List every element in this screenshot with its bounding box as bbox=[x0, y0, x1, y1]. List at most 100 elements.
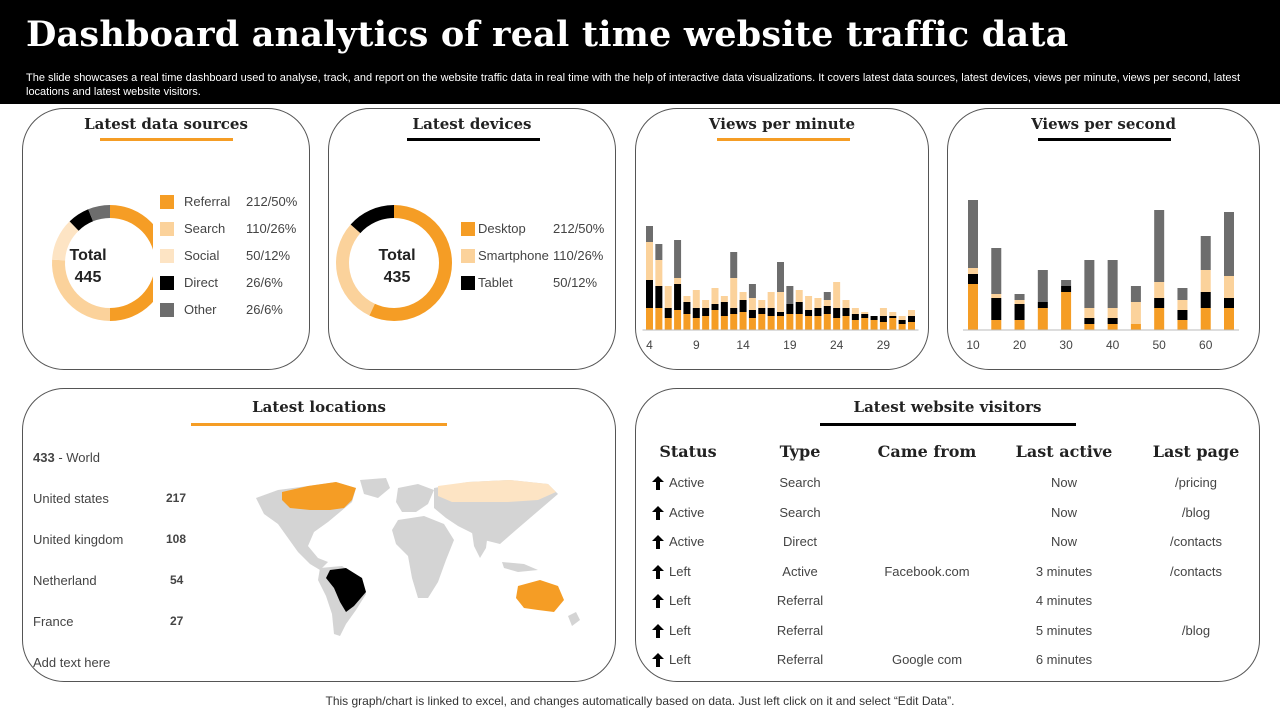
bar-segment-orange-15[interactable] bbox=[748, 318, 756, 330]
bar-segment-orange-18[interactable] bbox=[777, 316, 784, 330]
devices-donut-chart[interactable]: Total 435 bbox=[332, 198, 462, 328]
map-indonesia[interactable] bbox=[502, 562, 538, 572]
bar-segment-gray-7[interactable] bbox=[674, 240, 682, 278]
bar-segment-black-15[interactable] bbox=[991, 298, 1002, 320]
bar-segment-peach-13[interactable] bbox=[730, 278, 738, 308]
bar-segment-gray-4[interactable] bbox=[646, 226, 653, 242]
bar-segment-orange-31[interactable] bbox=[898, 324, 906, 330]
bar-segment-black-19[interactable] bbox=[786, 304, 794, 314]
bar-segment-black-65[interactable] bbox=[1224, 298, 1234, 308]
bar-segment-orange-50[interactable] bbox=[1154, 308, 1165, 330]
bar-segment-gray-65[interactable] bbox=[1224, 212, 1234, 276]
bar-segment-orange-32[interactable] bbox=[908, 322, 915, 330]
bar-segment-black-40[interactable] bbox=[1107, 318, 1118, 324]
bar-segment-black-5[interactable] bbox=[655, 286, 663, 308]
bar-segment-black-25[interactable] bbox=[842, 308, 850, 316]
bar-segment-orange-5[interactable] bbox=[655, 308, 663, 330]
bar-segment-peach-65[interactable] bbox=[1224, 276, 1234, 298]
bar-segment-orange-14[interactable] bbox=[739, 312, 747, 330]
bar-segment-peach-31[interactable] bbox=[898, 316, 906, 320]
map-brazil[interactable] bbox=[326, 568, 366, 612]
bar-segment-orange-9[interactable] bbox=[692, 318, 700, 330]
bar-segment-gray-15[interactable] bbox=[748, 284, 756, 298]
bar-segment-black-30[interactable] bbox=[889, 316, 897, 318]
map-europe[interactable] bbox=[396, 484, 434, 512]
bar-segment-peach-11[interactable] bbox=[711, 288, 719, 304]
bar-segment-peach-30[interactable] bbox=[889, 312, 897, 316]
bar-segment-black-10[interactable] bbox=[702, 308, 710, 316]
bar-segment-black-24[interactable] bbox=[833, 308, 841, 318]
bar-segment-peach-5[interactable] bbox=[655, 260, 663, 286]
map-canada[interactable] bbox=[282, 482, 356, 510]
bar-segment-orange-65[interactable] bbox=[1224, 308, 1234, 330]
bar-segment-orange-25[interactable] bbox=[1037, 308, 1048, 330]
bar-segment-orange-8[interactable] bbox=[683, 314, 691, 330]
map-australia[interactable] bbox=[516, 580, 564, 612]
bar-segment-black-14[interactable] bbox=[739, 300, 747, 312]
bar-segment-gray-20[interactable] bbox=[1014, 294, 1025, 300]
bar-segment-black-31[interactable] bbox=[898, 320, 906, 324]
bar-segment-orange-45[interactable] bbox=[1130, 324, 1141, 330]
bar-segment-gray-50[interactable] bbox=[1154, 210, 1165, 282]
bar-segment-black-16[interactable] bbox=[758, 308, 766, 314]
bar-segment-gray-25[interactable] bbox=[1037, 270, 1048, 302]
bar-segment-black-13[interactable] bbox=[730, 308, 738, 314]
bar-segment-orange-60[interactable] bbox=[1200, 308, 1211, 330]
bar-segment-black-50[interactable] bbox=[1154, 298, 1165, 308]
donut-slice-other[interactable] bbox=[88, 205, 110, 222]
bar-segment-peach-15[interactable] bbox=[748, 298, 756, 310]
bar-segment-peach-60[interactable] bbox=[1200, 270, 1211, 292]
donut-slice-smartphone[interactable] bbox=[336, 224, 375, 316]
bar-segment-peach-10[interactable] bbox=[968, 268, 978, 274]
bar-segment-peach-50[interactable] bbox=[1154, 282, 1165, 298]
bar-segment-black-11[interactable] bbox=[711, 304, 719, 310]
bar-segment-orange-16[interactable] bbox=[758, 314, 766, 330]
bar-segment-gray-10[interactable] bbox=[968, 200, 978, 268]
bar-segment-peach-23[interactable] bbox=[823, 300, 831, 306]
map-new-zealand[interactable] bbox=[568, 612, 580, 626]
bar-segment-peach-10[interactable] bbox=[702, 300, 710, 308]
bar-segment-orange-26[interactable] bbox=[851, 320, 859, 330]
bar-segment-peach-20[interactable] bbox=[1014, 300, 1025, 304]
bar-segment-black-22[interactable] bbox=[814, 308, 822, 316]
bar-segment-peach-20[interactable] bbox=[795, 290, 803, 302]
bar-segment-black-8[interactable] bbox=[683, 302, 691, 314]
bar-segment-black-28[interactable] bbox=[870, 316, 878, 320]
donut-slice-tablet[interactable] bbox=[350, 205, 394, 234]
bar-segment-orange-24[interactable] bbox=[833, 318, 841, 330]
map-russia[interactable] bbox=[438, 480, 556, 502]
bar-segment-gray-19[interactable] bbox=[786, 286, 794, 304]
visitor-cell-page[interactable]: /blog bbox=[1181, 622, 1211, 638]
bar-segment-peach-9[interactable] bbox=[692, 290, 700, 308]
bar-segment-peach-32[interactable] bbox=[908, 310, 915, 316]
bar-segment-peach-15[interactable] bbox=[991, 294, 1002, 298]
bar-segment-gray-35[interactable] bbox=[1084, 260, 1095, 308]
bar-segment-peach-16[interactable] bbox=[758, 300, 766, 308]
second-bar-chart[interactable]: 10 20 30 40 50 60 bbox=[947, 160, 1260, 360]
bar-segment-black-20[interactable] bbox=[1014, 304, 1025, 320]
bar-segment-gray-13[interactable] bbox=[730, 252, 738, 278]
bar-segment-orange-23[interactable] bbox=[823, 314, 831, 330]
bar-segment-orange-28[interactable] bbox=[870, 320, 878, 330]
bar-segment-black-60[interactable] bbox=[1200, 292, 1211, 308]
bar-segment-gray-18[interactable] bbox=[777, 262, 784, 292]
bar-segment-black-18[interactable] bbox=[777, 312, 784, 316]
bar-segment-peach-7[interactable] bbox=[674, 278, 682, 284]
visitor-cell-page[interactable]: /blog bbox=[1181, 504, 1211, 520]
bar-segment-black-23[interactable] bbox=[823, 306, 831, 314]
bar-segment-black-29[interactable] bbox=[879, 316, 887, 322]
visitor-cell-page[interactable]: /contacts bbox=[1169, 534, 1223, 549]
bar-segment-gray-23[interactable] bbox=[823, 292, 831, 300]
bar-segment-orange-30[interactable] bbox=[889, 318, 897, 330]
bar-segment-black-6[interactable] bbox=[664, 308, 672, 318]
bar-segment-gray-40[interactable] bbox=[1107, 260, 1118, 308]
bar-segment-black-27[interactable] bbox=[861, 314, 869, 318]
bar-segment-gray-45[interactable] bbox=[1130, 286, 1141, 302]
bar-segment-orange-12[interactable] bbox=[720, 316, 728, 330]
map-africa[interactable] bbox=[392, 516, 454, 598]
bar-segment-gray-55[interactable] bbox=[1177, 288, 1188, 300]
map-india[interactable] bbox=[472, 532, 488, 558]
bar-segment-black-9[interactable] bbox=[692, 308, 700, 318]
bar-segment-orange-10[interactable] bbox=[702, 316, 710, 330]
bar-segment-peach-29[interactable] bbox=[879, 308, 887, 316]
